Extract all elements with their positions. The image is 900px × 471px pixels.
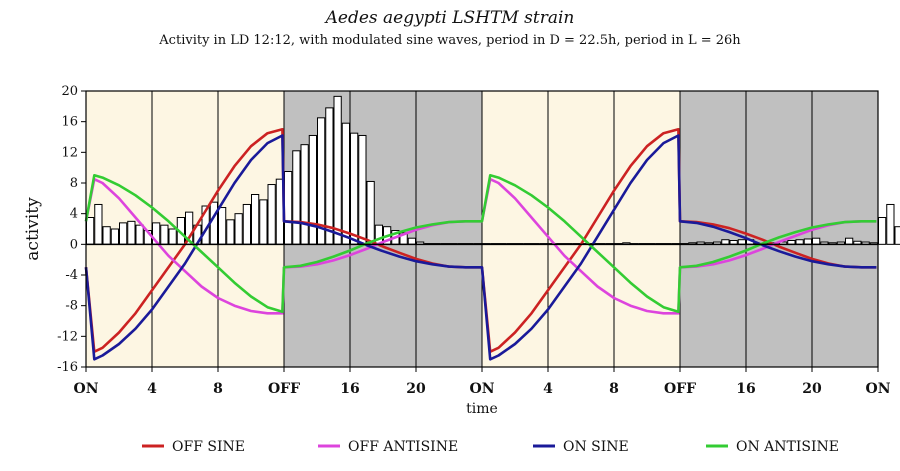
activity-bar: [366, 180, 375, 245]
x-tick-label: 8: [609, 381, 619, 397]
x-tick-label: 4: [147, 381, 157, 397]
y-tick-label: -12: [57, 329, 78, 344]
x-axis-label: time: [466, 401, 498, 417]
activity-bar: [333, 95, 342, 245]
activity-bar: [135, 224, 144, 245]
activity-bar: [259, 199, 268, 245]
series-line-on-sine: [84, 134, 877, 361]
x-tick-label: 16: [340, 381, 359, 397]
y-tick-label: -4: [65, 268, 78, 283]
y-tick-label: 8: [70, 176, 78, 191]
activity-bar: [209, 201, 218, 245]
activity-bar: [812, 237, 821, 245]
activity-bar: [350, 132, 359, 245]
activity-bar: [110, 228, 119, 245]
dark-period-band: [680, 91, 878, 367]
y-tick-label: 20: [61, 84, 78, 99]
x-tick-label: OFF: [268, 381, 300, 397]
activity-bar: [168, 228, 177, 245]
series-lines: [84, 128, 877, 361]
chart-title: Aedes aegypti LSHTM strain: [325, 8, 575, 28]
x-tick-label: ON: [74, 381, 99, 397]
y-tick-label: 12: [61, 145, 78, 160]
activity-bar: [325, 107, 334, 245]
axes: 20 16 12 8 4 0 -4 -8 -12 -16 ON 4 8 OFF 16 20 ON 4 8 OFF 16 2…: [23, 84, 891, 417]
activity-bar: [284, 171, 293, 245]
chart-subtitle: Activity in LD 12:12, with modulated sin…: [159, 33, 741, 48]
x-tick-label: 8: [213, 381, 223, 397]
activity-bar: [886, 203, 895, 245]
activity-bar: [803, 238, 812, 245]
activity-bar: [894, 226, 900, 245]
legend: OFF SINE OFF ANTISINE ON SINE ON ANTISINE: [142, 439, 839, 455]
series-line-on-antisine: [84, 174, 877, 314]
x-tick-label: ON: [866, 381, 891, 397]
activity-bar: [300, 144, 309, 245]
legend-label: OFF SINE: [172, 439, 245, 455]
activity-bar: [292, 150, 301, 245]
activity-bar: [226, 219, 235, 245]
y-tick-label: -16: [57, 360, 78, 375]
activity-bar: [251, 194, 260, 245]
activity-bar: [242, 203, 251, 245]
legend-label: ON ANTISINE: [736, 439, 839, 455]
activity-bar: [119, 222, 128, 245]
activity-bar: [267, 184, 276, 245]
activity-bar: [234, 213, 243, 245]
y-tick-label: 0: [70, 237, 78, 252]
activity-bar: [218, 207, 227, 245]
activity-bar: [127, 220, 136, 245]
legend-label: ON SINE: [563, 439, 629, 455]
x-tick-label: 20: [406, 381, 426, 397]
activity-bar: [308, 134, 317, 245]
y-axis-label: activity: [23, 197, 43, 261]
light-period-band: [482, 91, 680, 367]
activity-bar: [358, 134, 367, 245]
legend-label: OFF ANTISINE: [348, 439, 458, 455]
activity-bar: [94, 203, 103, 245]
activity-bar: [102, 226, 111, 245]
activity-bar: [878, 217, 887, 245]
x-tick-label: 4: [543, 381, 553, 397]
activity-bar: [845, 237, 854, 245]
activity-bar: [86, 217, 95, 245]
x-tick-label: 20: [802, 381, 822, 397]
activity-bar: [160, 224, 169, 245]
x-tick-label: 16: [736, 381, 755, 397]
x-tick-label: ON: [470, 381, 495, 397]
y-tick-label: 16: [61, 115, 78, 130]
activity-bar: [341, 122, 350, 245]
activity-bar: [407, 237, 416, 245]
y-tick-label: -8: [65, 299, 78, 314]
y-tick-label: 4: [70, 207, 78, 222]
x-tick-label: OFF: [664, 381, 696, 397]
